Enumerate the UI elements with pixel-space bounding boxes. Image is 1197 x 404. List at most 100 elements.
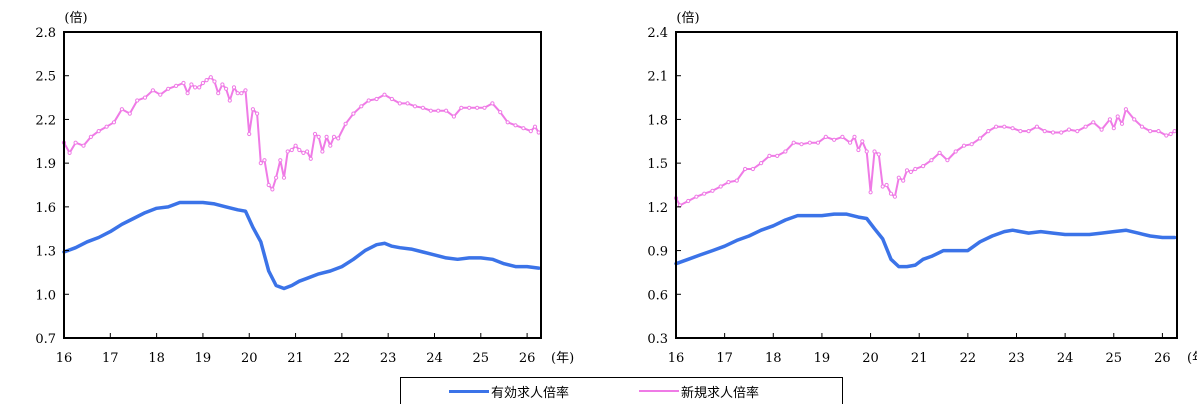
x-tick-label: 17 <box>716 351 733 366</box>
data-point <box>278 158 283 163</box>
data-point <box>301 150 306 155</box>
data-point <box>852 134 857 139</box>
data-point <box>119 107 125 112</box>
data-point <box>864 149 869 154</box>
data-point <box>216 91 221 96</box>
data-point <box>308 156 313 161</box>
data-point <box>710 188 715 193</box>
data-point <box>532 124 538 129</box>
x-tick-label: 19 <box>814 351 831 366</box>
data-point <box>743 166 748 172</box>
data-point <box>451 114 456 119</box>
data-point <box>436 108 441 113</box>
series-line-new <box>63 76 540 191</box>
data-point <box>1026 129 1031 134</box>
data-point <box>1083 124 1088 129</box>
chart-left: 0.7 1.0 1.3 1.6 1.9 2.2 2.5 2.8 16 17 18 19 20 21 22 23… <box>35 11 574 366</box>
data-point <box>945 158 950 163</box>
legend-line-new <box>639 390 679 392</box>
data-point <box>366 98 371 103</box>
data-point <box>189 82 194 87</box>
data-point <box>880 184 885 189</box>
data-point <box>212 79 217 84</box>
data-point <box>200 80 205 86</box>
data-point <box>904 168 910 173</box>
data-point <box>312 131 318 137</box>
legend-item-effective: 有効求人倍率 <box>449 383 569 401</box>
x-tick-label: 21 <box>287 351 304 366</box>
data-point <box>921 164 926 169</box>
x-tick-label: 26 <box>1154 351 1171 366</box>
series-line-new <box>675 108 1176 207</box>
y-tick-label: 0.7 <box>35 332 56 347</box>
data-point <box>127 111 132 116</box>
data-point <box>1099 127 1104 132</box>
data-point <box>289 147 294 153</box>
data-point <box>490 101 495 106</box>
data-point <box>243 88 248 93</box>
x-tick-label: 17 <box>102 351 119 366</box>
data-point <box>96 129 101 134</box>
data-point <box>1018 129 1023 134</box>
data-point <box>505 120 510 125</box>
y-tick-label: 1.6 <box>35 201 56 216</box>
data-point <box>799 142 804 147</box>
data-point <box>908 169 914 174</box>
data-point <box>262 158 267 163</box>
data-point <box>1119 121 1125 126</box>
data-point <box>266 182 271 188</box>
data-point <box>1091 120 1096 125</box>
series-line-effective <box>674 212 1177 269</box>
data-point <box>351 111 356 116</box>
data-point <box>320 149 325 154</box>
data-point <box>767 153 772 158</box>
data-point <box>1059 130 1064 135</box>
data-point <box>343 121 348 126</box>
data-point <box>888 191 894 196</box>
x-axis-label: (年) <box>551 351 574 366</box>
data-point <box>513 123 518 128</box>
x-tick-label: 25 <box>1105 351 1122 366</box>
data-point <box>734 178 739 183</box>
data-point <box>193 85 198 90</box>
data-point <box>328 143 333 148</box>
data-point <box>750 166 756 172</box>
data-point <box>1132 117 1137 122</box>
x-tick-label: 22 <box>334 351 351 366</box>
data-point <box>111 120 117 125</box>
data-point <box>929 158 934 163</box>
data-point <box>1164 133 1169 138</box>
data-point <box>1156 129 1161 134</box>
data-point <box>1002 124 1007 129</box>
y-tick-label: 2.2 <box>35 113 56 128</box>
data-point <box>823 134 828 139</box>
data-point <box>1172 129 1177 134</box>
y-tick-label: 2.4 <box>647 26 668 41</box>
data-point <box>937 150 942 155</box>
data-point <box>977 136 983 141</box>
plot-frame <box>675 31 1178 339</box>
data-point <box>1034 124 1040 129</box>
data-point <box>67 150 72 155</box>
data-point <box>521 126 526 131</box>
y-tick-label: 1.0 <box>35 288 56 303</box>
data-point <box>1139 124 1145 129</box>
data-point <box>104 124 109 129</box>
y-tick-label: 2.8 <box>35 26 56 41</box>
data-point <box>185 91 190 96</box>
data-point <box>208 75 213 80</box>
data-point <box>726 180 731 185</box>
data-point <box>961 143 967 148</box>
x-tick-label: 19 <box>195 351 212 366</box>
data-point <box>969 142 974 147</box>
x-tick-label: 23 <box>380 351 397 366</box>
x-tick-label: 22 <box>960 351 977 366</box>
data-point <box>528 129 533 134</box>
legend-item-new: 新規求人倍率 <box>639 383 759 401</box>
y-tick-label: 1.2 <box>647 201 668 216</box>
data-point <box>807 140 812 145</box>
data-point <box>359 104 364 109</box>
data-point <box>702 191 707 196</box>
y-tick-label: 0.3 <box>647 332 668 347</box>
